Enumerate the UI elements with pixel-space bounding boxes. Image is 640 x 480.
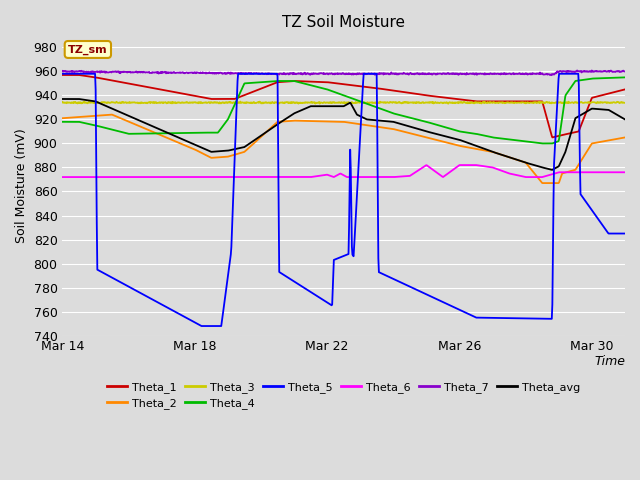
Theta_5 — [498, 315, 506, 321]
Theta_6 — [445, 170, 452, 176]
Theta_5 — [445, 302, 453, 308]
Theta_5 — [59, 71, 67, 77]
Theta_1 — [621, 86, 629, 92]
Theta_2 — [59, 115, 67, 121]
Theta_5 — [116, 279, 124, 285]
Theta_3 — [499, 100, 506, 106]
Theta_2 — [108, 112, 116, 118]
Theta_2 — [539, 180, 547, 186]
Theta_2 — [116, 115, 124, 121]
Theta_6 — [498, 168, 506, 174]
Theta_1 — [548, 134, 556, 140]
Legend: Theta_1, Theta_2, Theta_3, Theta_4, Theta_5, Theta_6, Theta_7, Theta_avg: Theta_1, Theta_2, Theta_3, Theta_4, Thet… — [103, 377, 584, 413]
Theta_3 — [509, 99, 516, 105]
Theta_4 — [307, 82, 314, 88]
Theta_5 — [621, 231, 629, 237]
Theta_avg — [307, 104, 314, 109]
Theta_3 — [287, 99, 295, 105]
Theta_7 — [497, 71, 505, 76]
Theta_avg — [497, 152, 505, 157]
Text: TZ_sm: TZ_sm — [68, 44, 108, 55]
Theta_1 — [59, 72, 67, 78]
Theta_3 — [307, 99, 315, 105]
Theta_6 — [116, 174, 124, 180]
Theta_6 — [456, 162, 464, 168]
Theta_3 — [621, 100, 629, 106]
Line: Theta_3: Theta_3 — [63, 102, 625, 104]
Theta_5 — [198, 323, 205, 329]
Theta_avg — [116, 109, 124, 115]
Theta_2 — [445, 140, 453, 146]
Theta_7 — [59, 68, 67, 74]
Theta_2 — [287, 118, 294, 124]
Theta_4 — [116, 129, 124, 134]
Theta_2 — [307, 118, 315, 124]
Theta_6 — [621, 169, 629, 175]
Theta_4 — [59, 119, 67, 125]
Theta_4 — [539, 141, 547, 146]
Theta_4 — [621, 74, 629, 80]
Theta_avg — [508, 155, 515, 161]
Theta_3 — [275, 101, 282, 107]
Theta_avg — [548, 167, 556, 173]
Theta_2 — [498, 152, 506, 158]
Theta_5 — [307, 289, 315, 295]
Theta_avg — [59, 96, 67, 102]
Theta_avg — [445, 134, 452, 140]
Y-axis label: Soil Moisture (mV): Soil Moisture (mV) — [15, 128, 28, 243]
Theta_6 — [59, 174, 67, 180]
Theta_1 — [497, 98, 505, 104]
Theta_5 — [508, 315, 516, 321]
Theta_7 — [307, 72, 314, 78]
Theta_2 — [621, 134, 629, 140]
Theta_4 — [497, 135, 505, 141]
Theta_3 — [116, 99, 124, 105]
Theta_1 — [116, 79, 124, 85]
Theta_2 — [508, 155, 516, 161]
Theta_4 — [508, 137, 515, 143]
Line: Theta_2: Theta_2 — [63, 115, 625, 183]
Theta_7 — [548, 72, 556, 78]
Theta_3 — [237, 99, 244, 105]
Theta_5 — [287, 276, 294, 282]
Line: Theta_1: Theta_1 — [63, 75, 625, 137]
Line: Theta_5: Theta_5 — [63, 74, 625, 326]
Theta_4 — [286, 78, 294, 84]
Text: Time: Time — [594, 355, 625, 368]
Theta_6 — [286, 174, 294, 180]
Theta_avg — [286, 113, 294, 119]
Theta_1 — [508, 98, 515, 104]
Theta_3 — [59, 99, 67, 105]
Line: Theta_6: Theta_6 — [63, 165, 625, 177]
Theta_1 — [307, 79, 314, 84]
Line: Theta_avg: Theta_avg — [63, 99, 625, 170]
Theta_7 — [445, 71, 452, 76]
Theta_1 — [286, 78, 294, 84]
Theta_6 — [508, 171, 516, 177]
Theta_6 — [307, 174, 314, 180]
Theta_1 — [445, 95, 452, 101]
Theta_3 — [446, 99, 454, 105]
Theta_4 — [445, 125, 452, 131]
Title: TZ Soil Moisture: TZ Soil Moisture — [282, 15, 405, 30]
Theta_7 — [508, 72, 515, 77]
Line: Theta_4: Theta_4 — [63, 77, 625, 144]
Theta_avg — [621, 117, 629, 122]
Theta_7 — [116, 69, 124, 75]
Theta_7 — [621, 69, 629, 74]
Theta_7 — [286, 71, 294, 77]
Line: Theta_7: Theta_7 — [63, 71, 625, 75]
Theta_7 — [573, 68, 581, 73]
